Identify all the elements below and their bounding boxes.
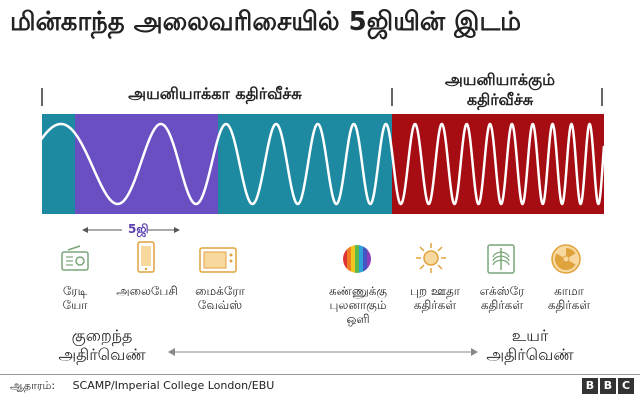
- label-mobile: அலைபேசி: [116, 284, 178, 298]
- band-teal-right: [218, 114, 392, 214]
- label-xray: எக்ஸ்ரே கதிர்கள்: [479, 284, 525, 312]
- label-radio: ரேடி யோ: [62, 284, 88, 312]
- label-gamma: காமா கதிர்கள்: [547, 284, 591, 312]
- non-ionizing-bracket: [41, 88, 603, 106]
- high-frequency-label: உயர் அதிர்வெண்: [486, 326, 574, 364]
- source-value: SCAMP/Imperial College London/EBU: [72, 379, 275, 392]
- bbc-logo-letter: B: [600, 378, 616, 394]
- radio-icon: [61, 245, 89, 271]
- band-purple-5g: [75, 114, 218, 214]
- microwave-icon: [199, 247, 237, 273]
- bbc-logo: B B C: [582, 378, 634, 394]
- ionizing-label-1: அயனியாக்கும்: [445, 70, 555, 89]
- label-ultraviolet: புற ஊதா கதிர்கள்: [409, 284, 461, 312]
- mobile-phone-icon: [137, 241, 155, 273]
- footer-divider: [0, 374, 640, 375]
- visible-light-icon: [343, 245, 371, 273]
- fiveg-label: 5ஜி: [128, 222, 149, 236]
- radiation-icon: [551, 244, 581, 274]
- label-visible-light: கண்ணுக்கு புலனாகும் ஒளி: [328, 284, 388, 326]
- xray-icon: [487, 244, 515, 274]
- spectrum-band: [42, 114, 604, 214]
- frequency-arrow: [168, 348, 478, 356]
- label-microwave: மைக்ரோ வேவ்ஸ்: [195, 284, 245, 312]
- wave-line: [42, 122, 604, 206]
- bbc-logo-letter: B: [582, 378, 598, 394]
- ionizing-label-2: கதிர்வீச்சு: [466, 90, 534, 109]
- sun-icon: [416, 243, 446, 273]
- low-frequency-label: குறைந்த அதிர்வெண்: [58, 326, 146, 364]
- page-title: மின்காந்த அலைவரிசையில் 5ஜியின் இடம்: [10, 7, 522, 37]
- source-credit: ஆதாரம்: SCAMP/Imperial College London/EB…: [10, 379, 274, 394]
- fiveg-range-arrow: [82, 227, 180, 233]
- source-label: ஆதாரம்:: [10, 379, 56, 392]
- non-ionizing-label: அயனியாக்கா கதிர்வீச்சு: [128, 84, 302, 103]
- bbc-logo-letter: C: [618, 378, 634, 394]
